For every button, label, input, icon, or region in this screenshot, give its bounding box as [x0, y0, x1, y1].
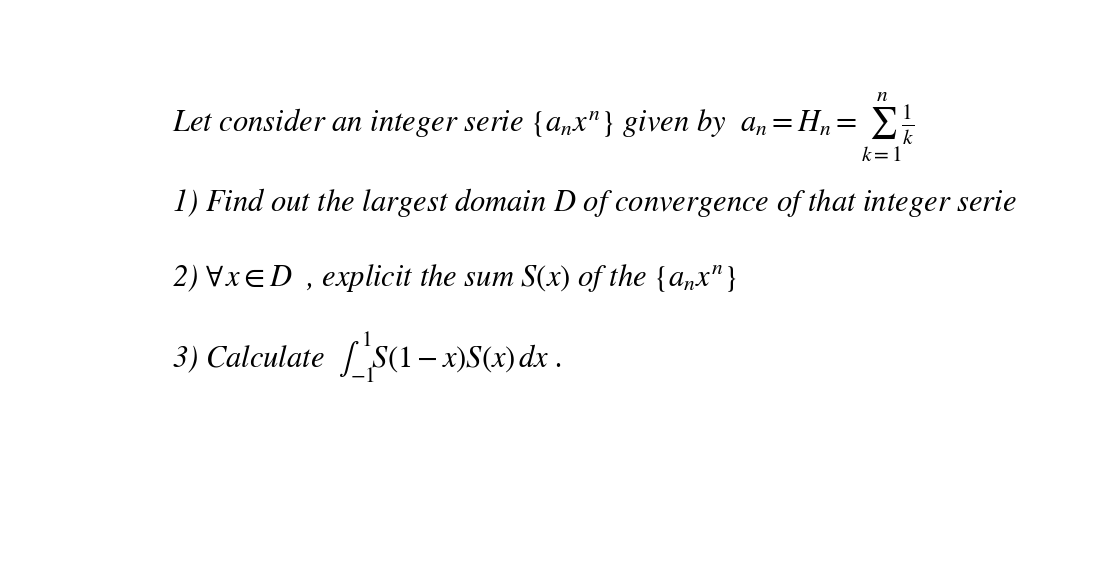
- Text: 2) $\forall\, x\in D$  , explicit the sum $S(x)$ of the $\{a_n x^n\}$: 2) $\forall\, x\in D$ , explicit the sum…: [172, 262, 737, 294]
- Text: Let consider an integer serie $\{a_n x^n\}$ given by  $a_n = H_n =\sum_{k=1}^{n}: Let consider an integer serie $\{a_n x^n…: [172, 90, 915, 164]
- Text: 3) Calculate  $\int_{-1}^{1}\! S(1-x)S(x)\, dx$ .: 3) Calculate $\int_{-1}^{1}\! S(1-x)S(x)…: [172, 330, 561, 385]
- Text: 1) Find out the largest domain $D$ of convergence of that integer serie: 1) Find out the largest domain $D$ of co…: [172, 185, 1017, 219]
